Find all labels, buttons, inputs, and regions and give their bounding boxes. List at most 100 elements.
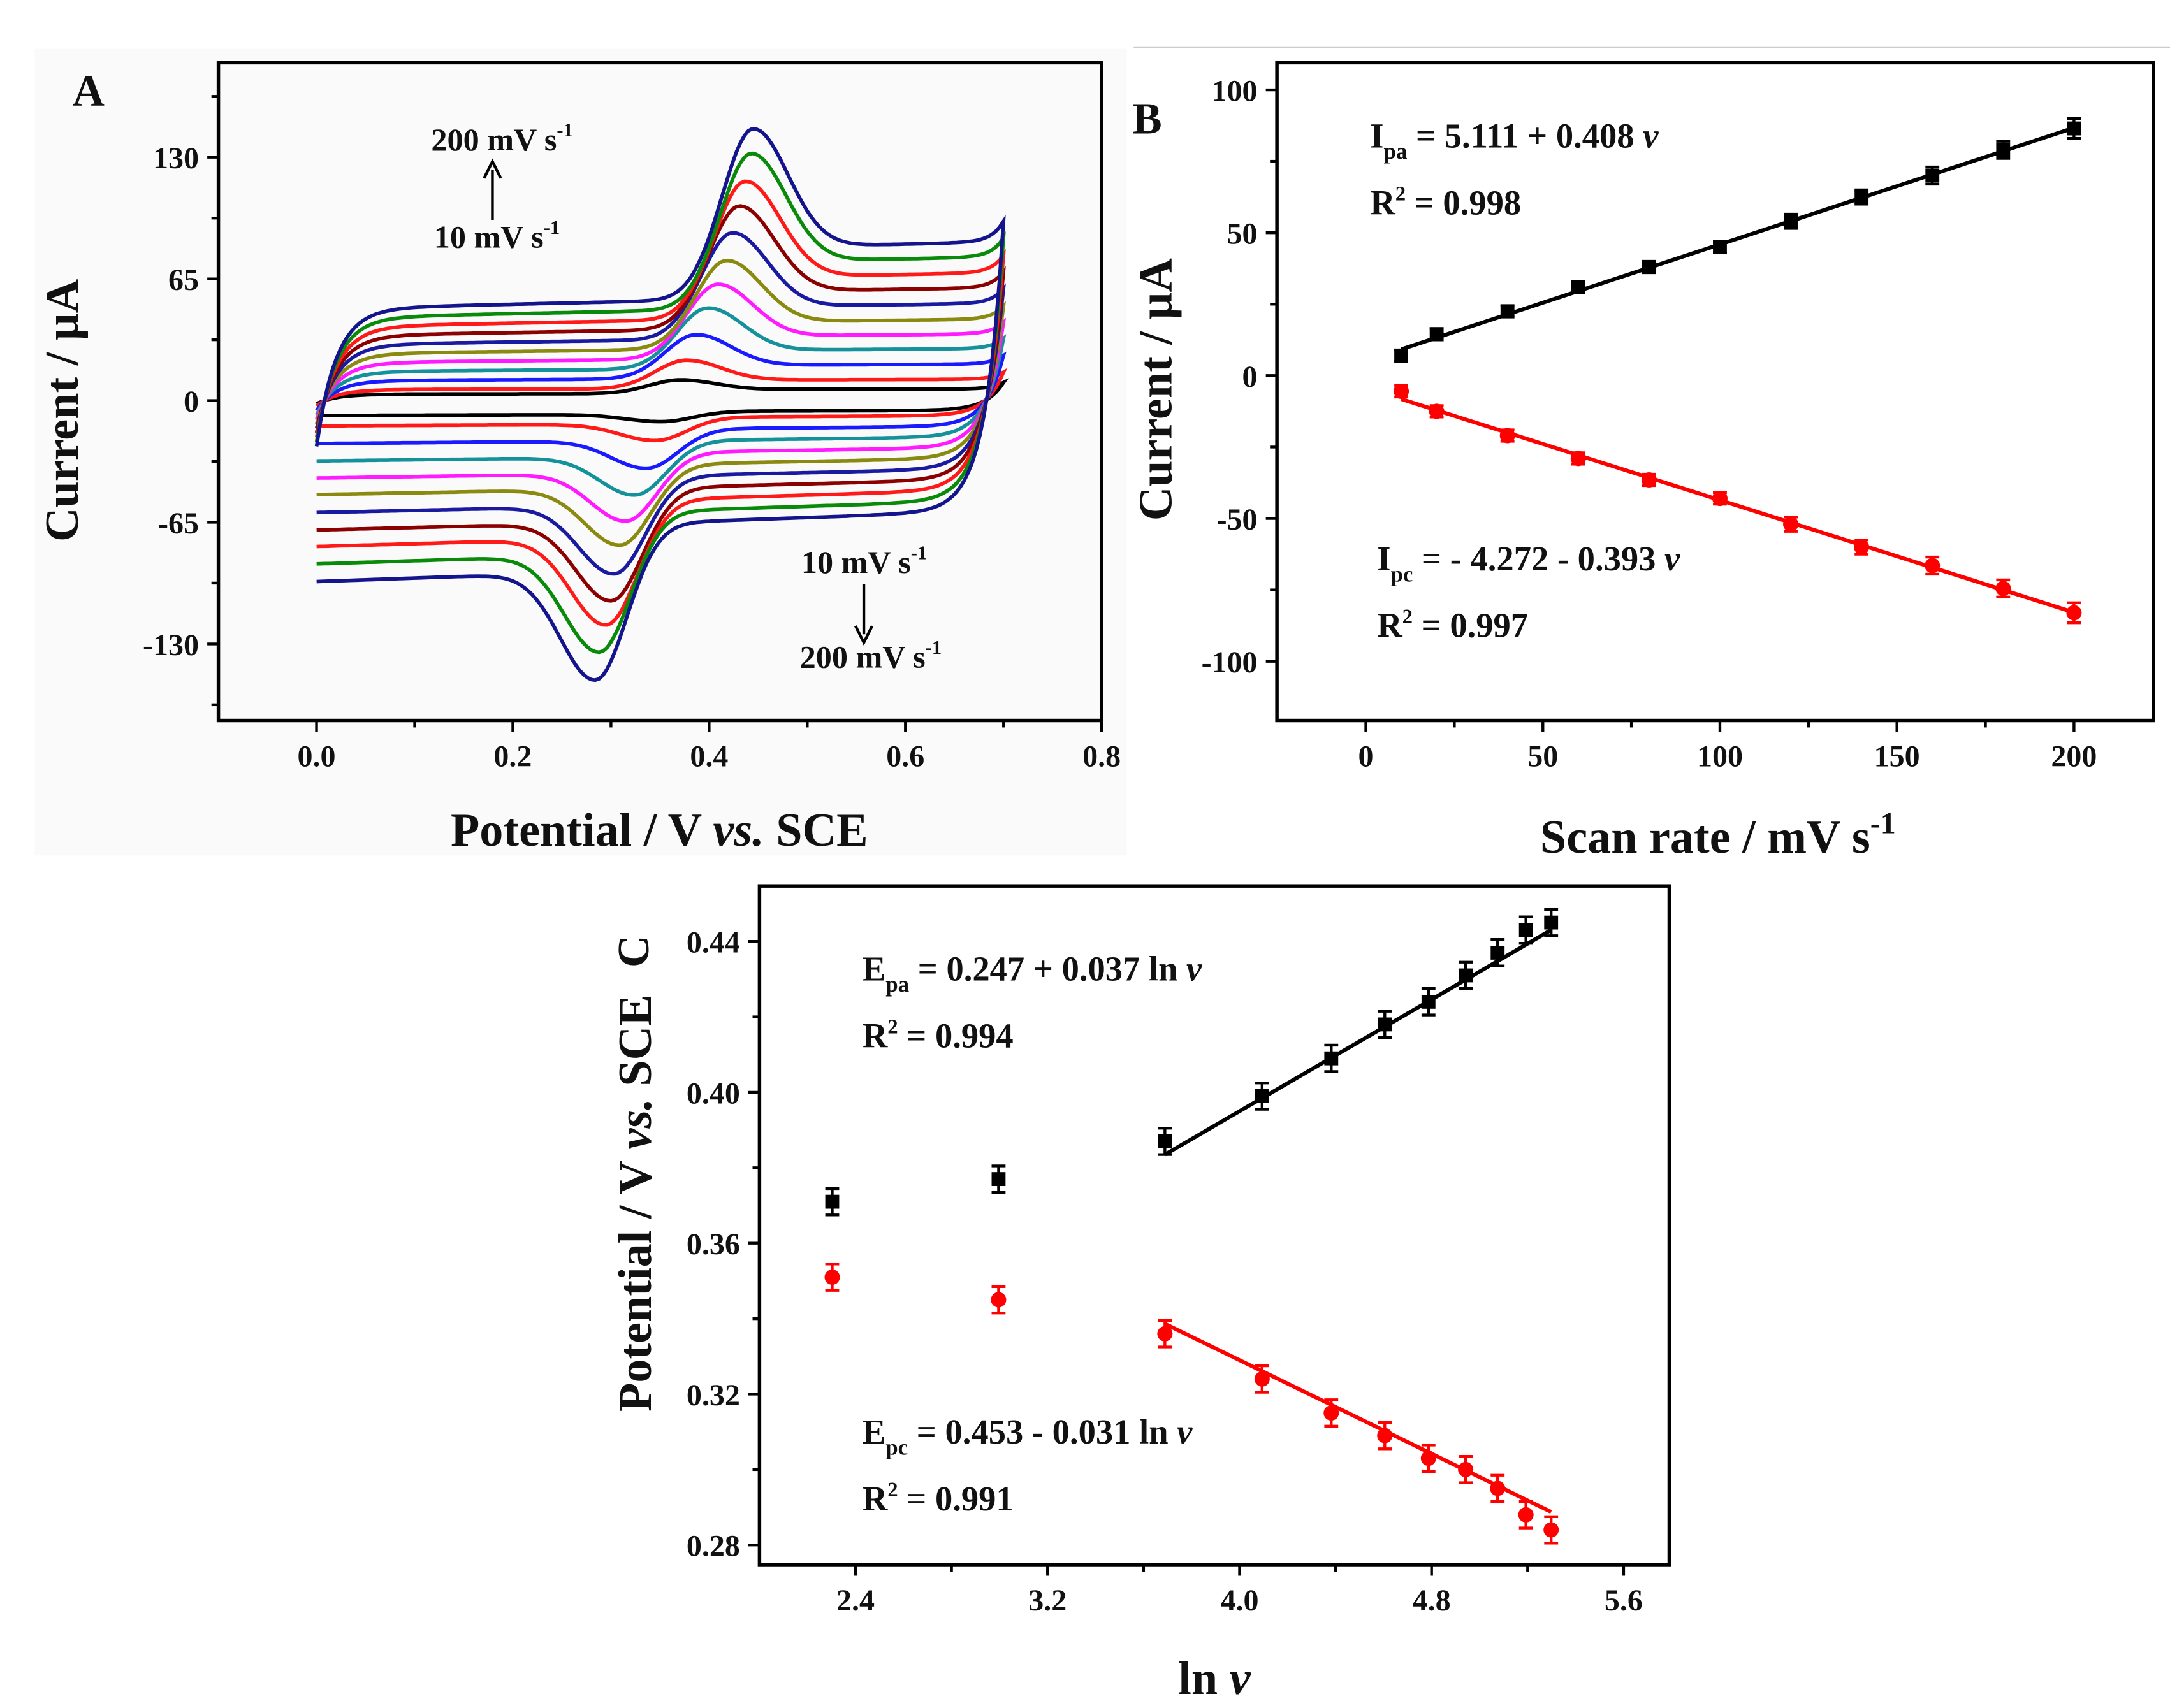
equation-body: = 5.111 + 0.408 xyxy=(1407,117,1643,156)
cv-curve-40-mv-s xyxy=(315,333,1007,470)
equation-symbol: E xyxy=(863,1412,885,1451)
data-point-epa xyxy=(1544,915,1559,930)
equation-symbol: I xyxy=(1377,539,1390,578)
x-axis-title-italic: v xyxy=(1230,1653,1251,1705)
y-axis-title-text: SCE xyxy=(609,994,662,1098)
fit-equation-ipa: Ipa = 5.111 + 0.408 v xyxy=(1370,117,1659,164)
data-point-epc xyxy=(1458,1461,1474,1477)
annotation-superscript: -1 xyxy=(926,637,942,658)
cv-curve-100-mv-s xyxy=(314,258,1006,547)
y-tick-label: -50 xyxy=(1217,503,1258,537)
annotation-superscript: -1 xyxy=(544,217,560,238)
data-point-epa xyxy=(825,1194,840,1209)
x-axis-title-text: Potential / V xyxy=(451,804,713,857)
scan-rate-annotation: 200 mV s-1 xyxy=(431,119,572,157)
annotation-superscript: -1 xyxy=(911,542,927,563)
data-point-epc xyxy=(1518,1507,1534,1523)
equation-variable: v xyxy=(1186,950,1202,988)
cv-curve-200-mv-s xyxy=(314,127,1006,683)
x-tick-label: 0.2 xyxy=(493,740,532,774)
data-point-ipa xyxy=(2067,121,2081,136)
data-point-epa xyxy=(1490,946,1505,960)
scan-rate-annotation: 10 mV s-1 xyxy=(434,217,560,255)
x-tick-label: 0 xyxy=(1358,740,1374,774)
y-tick-label: 65 xyxy=(168,263,199,297)
r-squared-epc: R2 = 0.991 xyxy=(863,1479,1014,1518)
data-point-epa xyxy=(1378,1017,1392,1032)
r2-symbol: R xyxy=(1377,606,1402,645)
annotation-text: 200 mV s xyxy=(431,122,557,157)
plot-frame xyxy=(1275,61,2155,723)
data-point-ipc xyxy=(1641,472,1657,488)
annotation-text: 10 mV s xyxy=(434,219,544,255)
data-point-ipc xyxy=(1429,403,1445,419)
x-tick-label: 50 xyxy=(1527,740,1558,774)
data-point-ipc xyxy=(1995,581,2011,597)
data-point-epc xyxy=(824,1269,840,1285)
data-point-epa xyxy=(1459,968,1473,983)
data-point-epa xyxy=(1421,994,1436,1009)
panel-c: 2.4 3.2 4.0 4.8 5.6 0.44 0.40 0.36 0.32 0.28 Epa =… xyxy=(609,884,1671,1705)
scan-rate-annotation: 200 mV s-1 xyxy=(800,637,942,675)
equation-variable: v xyxy=(1643,117,1659,156)
cv-curve-80-mv-s xyxy=(314,282,1007,523)
y-tick-label: 50 xyxy=(1227,217,1258,251)
r-squared-epa: R2 = 0.994 xyxy=(863,1015,1014,1055)
equation-body: = 0.453 - 0.031 ln xyxy=(908,1412,1177,1451)
x-tick-label: 3.2 xyxy=(1028,1584,1067,1618)
x-tick-label: 5.6 xyxy=(1605,1584,1643,1618)
data-point-epa xyxy=(1158,1134,1172,1148)
equation-subscript: pc xyxy=(1390,561,1413,586)
data-point-ipa xyxy=(1429,327,1444,342)
cv-curve-10-mv-s xyxy=(316,378,1009,424)
fit-line-epa xyxy=(1163,928,1552,1157)
data-point-epc xyxy=(991,1292,1007,1308)
data-point-epc xyxy=(1254,1371,1270,1387)
equation-body: = 0.247 + 0.037 ln xyxy=(909,950,1186,988)
x-tick-label: 4.0 xyxy=(1220,1584,1258,1618)
x-axis-title-text: Scan rate / mV s xyxy=(1540,811,1870,864)
r2-value: = 0.998 xyxy=(1406,183,1521,222)
annotation-text: 200 mV s xyxy=(800,639,926,675)
equation-symbol: I xyxy=(1370,117,1383,156)
panel-label: C xyxy=(609,936,659,967)
r-squared-ipa: R2 = 0.998 xyxy=(1370,182,1521,222)
x-tick-label: 2.4 xyxy=(836,1584,875,1618)
y-tick-label: 130 xyxy=(153,141,199,175)
equation-subscript: pc xyxy=(885,1435,908,1460)
cv-curve-60-mv-s xyxy=(315,306,1007,497)
fit-equation-ipc: Ipc = - 4.272 - 0.393 v xyxy=(1377,539,1680,586)
y-tick-label: -130 xyxy=(143,628,199,662)
x-tick-label: 0.0 xyxy=(298,740,336,774)
data-point-epc xyxy=(1490,1480,1506,1496)
x-axis-title: Potential / V vs. SCE xyxy=(451,804,868,857)
r2-value: = 0.991 xyxy=(898,1479,1014,1518)
y-tick-label: 0.44 xyxy=(687,926,740,960)
data-point-epc xyxy=(1420,1451,1436,1466)
data-point-ipc xyxy=(1394,384,1409,400)
plot-frame xyxy=(757,884,1671,1567)
y-tick-label: 0.36 xyxy=(687,1227,740,1261)
x-axis-title-text: SCE xyxy=(764,804,868,857)
r2-value: = 0.994 xyxy=(898,1016,1014,1055)
fit-equation-epa: Epa = 0.247 + 0.037 ln v xyxy=(863,950,1202,997)
data-point-ipa xyxy=(1854,190,1869,205)
y-tick-label: 0.28 xyxy=(687,1530,740,1563)
data-point-ipa xyxy=(1996,143,2011,157)
y-tick-label: 0 xyxy=(184,385,199,419)
data-point-ipa xyxy=(1925,168,1940,183)
data-point-epc xyxy=(1377,1428,1393,1444)
annotation-text: 10 mV s xyxy=(801,544,911,580)
y-tick-label: 100 xyxy=(1212,74,1258,108)
x-tick-label: 0.6 xyxy=(886,740,924,774)
data-point-epa xyxy=(1518,923,1533,937)
data-point-ipc xyxy=(1925,558,1941,574)
panel-label: B xyxy=(1132,95,1162,144)
data-point-epa xyxy=(991,1172,1006,1187)
y-axis-title: Current / µA xyxy=(1130,258,1182,521)
r2-superscript: 2 xyxy=(887,1015,898,1038)
data-point-ipa xyxy=(1784,214,1798,229)
y-axis-title: Potential / V vs. SCE xyxy=(609,994,662,1412)
